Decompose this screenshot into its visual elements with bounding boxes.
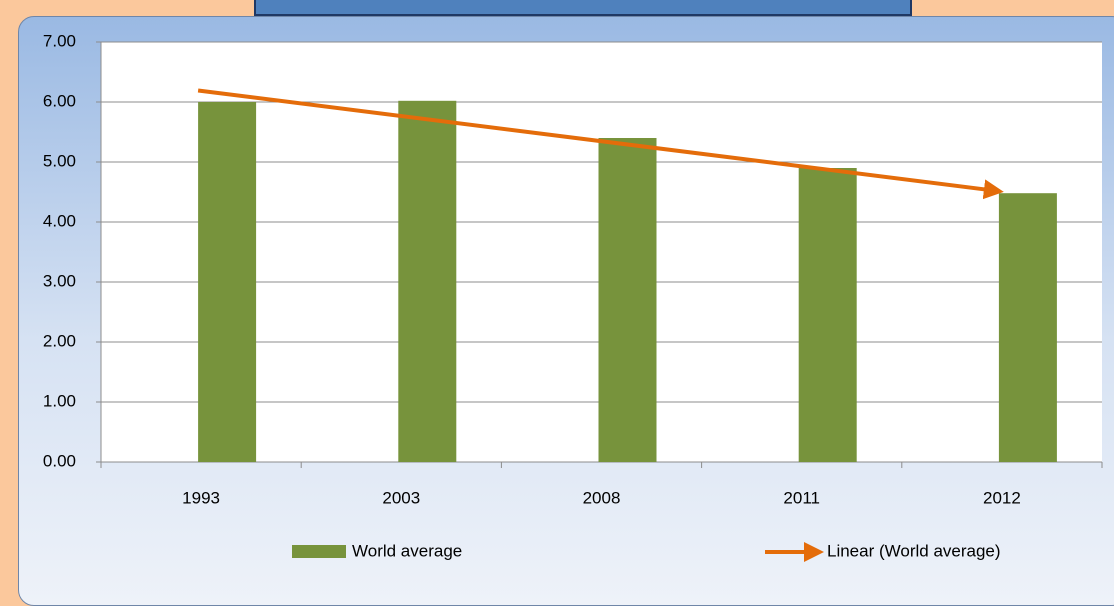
- title-box: [254, 0, 912, 16]
- bar: [798, 168, 857, 462]
- y-tick-label: 3.00: [43, 271, 76, 290]
- legend-label: Linear (World average): [827, 541, 1001, 560]
- trendline: [197, 88, 1004, 200]
- y-tick-label: 2.00: [43, 331, 76, 350]
- x-tick-label: 2008: [583, 488, 621, 507]
- legend-label: World average: [352, 541, 462, 560]
- y-tick-label: 7.00: [43, 31, 76, 50]
- y-tick-label: 6.00: [43, 91, 76, 110]
- x-tick-label: 2012: [983, 488, 1021, 507]
- x-tick-label: 2003: [382, 488, 420, 507]
- bar: [198, 102, 257, 462]
- y-tick-label: 1.00: [43, 391, 76, 410]
- y-tick-label: 0.00: [43, 451, 76, 470]
- bar: [998, 193, 1057, 462]
- page: 0.00 1.00 2.00 3.00 4.00 5.00 6.00 7.00 1993 2003…: [18, 0, 1114, 606]
- x-tick-label: 2011: [783, 488, 820, 507]
- y-tick-label: 5.00: [43, 151, 76, 170]
- legend-swatch: [292, 545, 346, 558]
- chart: 0.00 1.00 2.00 3.00 4.00 5.00 6.00 7.00 1993 2003…: [43, 31, 1103, 562]
- bar: [598, 138, 657, 462]
- y-tick-label: 4.00: [43, 211, 76, 230]
- bar: [398, 100, 457, 463]
- x-tick-label: 1993: [182, 488, 220, 507]
